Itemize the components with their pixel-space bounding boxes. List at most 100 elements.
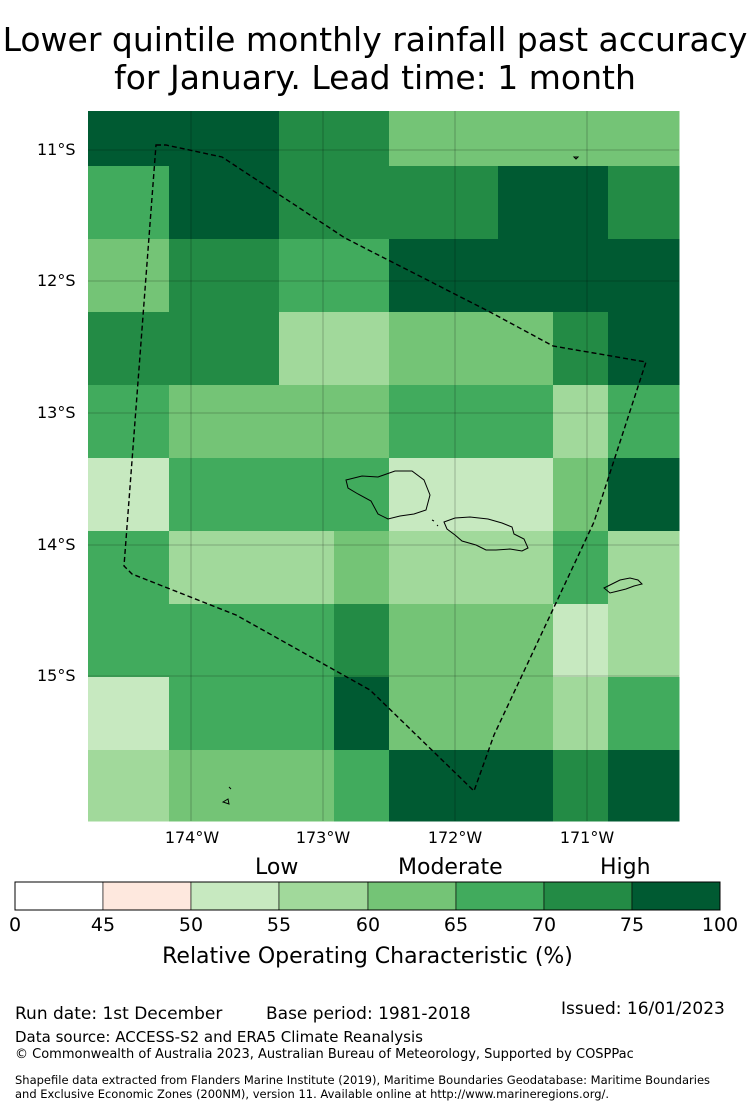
data-source: Data source: ACCESS-S2 and ERA5 Climate … [15, 1028, 423, 1046]
colorbar-tick: 0 [8, 914, 22, 936]
grid-cell [389, 239, 499, 313]
grid-cell [88, 531, 170, 605]
grid-cell [88, 750, 170, 822]
lat-label-12s: 12°S [37, 271, 76, 290]
copyright: © Commonwealth of Australia 2023, Austra… [15, 1047, 634, 1062]
upolu-island [443, 516, 529, 552]
grid-cell [498, 239, 554, 313]
shapefile-credit-line-1: Shapefile data extracted from Flanders M… [15, 1073, 711, 1087]
grid-cell [608, 604, 680, 678]
grid-cell [498, 385, 554, 459]
savaii-island [345, 470, 431, 520]
colorbar-tick: 55 [266, 914, 292, 936]
grid-cell [334, 166, 390, 240]
grid-cell [169, 750, 280, 822]
grid-cell [389, 604, 499, 678]
colorbar-tick: 60 [355, 914, 381, 936]
grid-cell [279, 385, 335, 459]
grid-cell [553, 239, 609, 313]
colorbar-segment [278, 881, 369, 911]
grid-cell [553, 458, 609, 532]
grid-cell [279, 458, 335, 532]
colorbar-segment [631, 881, 721, 911]
grid-cell [389, 111, 499, 167]
grid-cell [279, 677, 335, 751]
legend-category-moderate: Moderate [398, 855, 503, 880]
colorbar-segment [102, 881, 192, 911]
run-date: Run date: 1st December [15, 1004, 223, 1024]
grid-cell [608, 166, 680, 240]
colorbar-segment [14, 881, 104, 911]
grid-cell [169, 239, 280, 313]
grid-cell [334, 111, 390, 167]
grid-cell [608, 385, 680, 459]
grid-cell [498, 604, 554, 678]
grid-cell [169, 531, 280, 605]
swains-island [572, 156, 580, 160]
grid-cell [498, 166, 554, 240]
colorbar-title: Relative Operating Characteristic (%) [162, 944, 573, 969]
grid-cell [553, 385, 609, 459]
colorbar-tick: 70 [531, 914, 557, 936]
grid-cell [553, 531, 609, 605]
grid-cell [88, 604, 170, 678]
colorbar-tick: 100 [701, 914, 739, 936]
grid-cell [169, 385, 280, 459]
grid-cell [498, 458, 554, 532]
colorbar-segment [190, 881, 280, 911]
colorbar-frame [14, 881, 721, 911]
colorbar-tick: 75 [619, 914, 645, 936]
grid-cell [553, 677, 609, 751]
grid-cell [279, 604, 335, 678]
colorbar-tick: 50 [178, 914, 204, 936]
grid-cell [334, 677, 390, 751]
grid-cell [553, 750, 609, 822]
lat-label-13s: 13°S [37, 403, 76, 422]
lat-label-15s: 15°S [37, 666, 76, 685]
grid-cell [279, 750, 335, 822]
small-island-south-2 [228, 786, 232, 790]
grid-cell [279, 312, 335, 386]
grid-cell [88, 677, 170, 751]
grid-cell [498, 677, 554, 751]
lon-label-174w: 174°W [164, 828, 220, 847]
grid-cell [334, 239, 390, 313]
colorbar-tick: 65 [443, 914, 469, 936]
colorbar-segment [455, 881, 545, 911]
grid-cell [169, 458, 280, 532]
colorbar-tick: 45 [90, 914, 116, 936]
grid-cell [334, 385, 390, 459]
grid-cell [498, 750, 554, 822]
grid-cell [169, 111, 280, 167]
grid-cell [279, 111, 335, 167]
grid-cell [608, 239, 680, 313]
grid-cell [553, 111, 609, 167]
grid-cell [279, 166, 335, 240]
grid-cell [608, 458, 680, 532]
grid-cell [608, 750, 680, 822]
legend-category-high: High [600, 855, 651, 880]
grid-cell [498, 312, 554, 386]
lon-label-172w: 172°W [427, 828, 483, 847]
tutuila-island [603, 577, 643, 594]
grid-cell [498, 111, 554, 167]
colorbar-segment [367, 881, 457, 911]
islet-2 [436, 524, 439, 527]
roc-grid [88, 111, 680, 822]
grid-cell [608, 677, 680, 751]
chart-title-line-1: Lower quintile monthly rainfall past acc… [2, 20, 748, 59]
grid-cell [608, 531, 680, 605]
chart-title-line-2: for January. Lead time: 1 month [114, 58, 636, 97]
grid-cell [169, 312, 280, 386]
grid-cell [169, 166, 280, 240]
graticule [88, 111, 679, 821]
grid-cell [553, 312, 609, 386]
grid-cell [389, 458, 499, 532]
grid-cell [169, 604, 280, 678]
grid-cell [334, 531, 390, 605]
issued-date: Issued: 16/01/2023 [561, 999, 725, 1019]
grid-cell [608, 312, 680, 386]
grid-cell [334, 604, 390, 678]
shapefile-credit-line-2: and Exclusive Economic Zones (200NM), ve… [15, 1087, 610, 1101]
